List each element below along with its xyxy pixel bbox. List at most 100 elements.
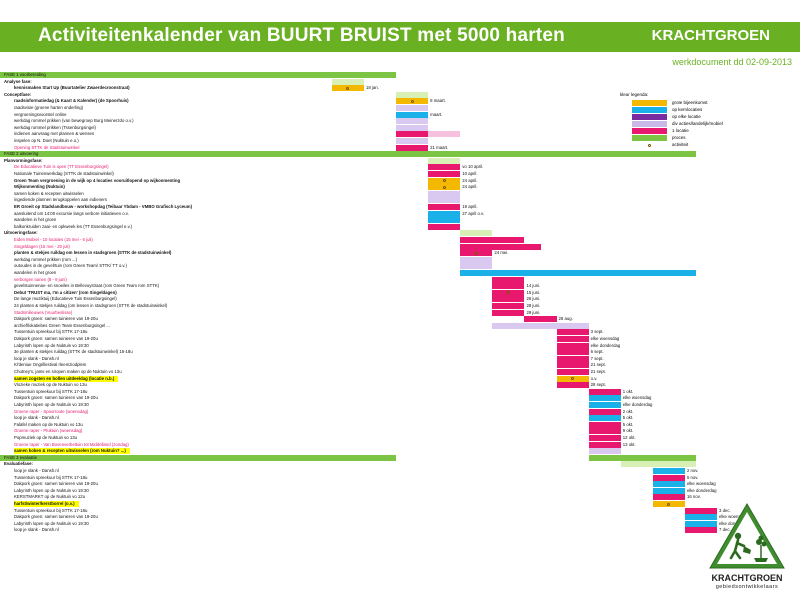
gantt-bar: [428, 197, 461, 204]
gantt-bar: [428, 184, 461, 191]
activity-date: 8 maart.: [430, 98, 446, 104]
gantt-bar: [588, 435, 621, 441]
activity-date: elke donderdag: [622, 402, 653, 407]
gantt-bar: [492, 303, 525, 309]
gantt-bar: [588, 402, 621, 408]
gantt-bar: [396, 98, 429, 105]
activity-date: 29 juni.: [526, 309, 541, 315]
activity-label: Groene raper - Spoorroute (woensdag): [14, 408, 89, 414]
activity-date: 2 okt.: [622, 408, 634, 414]
activity-label: outoudes in de gevelrtuin (rom Green Tea…: [14, 263, 127, 269]
activity-label: Labyrinth lopen op de Nuktuin vo 19:30: [14, 402, 89, 407]
section-label: Uitvoeringsfase:: [4, 230, 38, 236]
activity-date: 3 dec.: [719, 507, 731, 513]
gantt-bar: [684, 507, 718, 514]
gantt-bar: [492, 289, 525, 296]
activity-date: elke woensdag: [590, 336, 620, 341]
activity-label: Dakpork groen: samen tuinieren van 19-20…: [14, 336, 98, 341]
activity-date: 26 juni.: [526, 296, 541, 302]
activity-label: Vlozieke muziek op de Nuktuin vo 13u: [14, 382, 87, 388]
activity-date: 16 nov.: [686, 494, 701, 500]
legend-label: op elke locatie: [672, 114, 701, 119]
activity-label: Wijkonmenting (Nuktuin): [14, 184, 65, 190]
activity-date: 5 nov.: [686, 474, 699, 480]
gantt-bar: [396, 124, 429, 131]
gantt-bar: [556, 349, 589, 356]
gantt-bar: [428, 157, 461, 164]
activity-date: 19 april.: [462, 204, 478, 209]
activity-date: 18 jan.: [365, 85, 379, 91]
activity-label: Nationale Tuinenwerkdag (STTK de stadstu…: [14, 171, 114, 176]
gantt-bar: [460, 256, 493, 263]
legend-marker: [648, 143, 651, 147]
gantt-bar: [460, 263, 493, 270]
legend-label: grote bijeenkomst: [672, 100, 708, 105]
activity-date: elke donderdag: [719, 520, 749, 526]
legend-label: div acties/landelijk/mobiel: [672, 121, 723, 126]
gantt-bar: [492, 283, 525, 290]
activity-label: kennismaken Start Up (Buurtatelier Zwaer…: [14, 85, 130, 91]
legend-label: op kernlocaties: [672, 107, 703, 112]
activity-label: Labyrinth lopen op de Nuktuin vo 19:30: [14, 487, 89, 493]
legend-swatch: [632, 107, 667, 113]
gantt-bar: [396, 91, 429, 98]
gantt-bar: [588, 388, 621, 395]
gantt-bar: [652, 501, 685, 507]
gantt-bar: [588, 441, 621, 448]
activity-label: samen koken & recepten uitwisselen (rom …: [14, 448, 130, 455]
gantt-bar: [588, 421, 621, 428]
gantt-bar: [588, 415, 621, 422]
gantt-bar: [428, 217, 461, 224]
activity-label: Kl'deniue Ongrillestival rleemziodplein: [14, 362, 87, 368]
activity-marker: [474, 251, 478, 255]
activity-label: ER Groeit op Stadslandbouw - workshopdag…: [14, 204, 193, 209]
activity-label: Dakpork groen: samen tuinieren van 19-20…: [14, 316, 98, 322]
activity-label: Popmuziek op de Nuktuin vo 13u: [14, 435, 78, 440]
activity-date: 24 april.: [462, 177, 478, 183]
legend-swatch: [632, 128, 667, 134]
gantt-bar: [492, 309, 525, 316]
gantt-bar: [331, 85, 364, 92]
page-title: Activiteitenkalender van BUURT BRUIST me…: [38, 25, 565, 46]
activity-date: 14 juni.: [526, 283, 541, 289]
activity-label: raadsvisie (groene harten onderling): [14, 105, 84, 110]
activity-date: elke woensdag: [686, 481, 716, 487]
gantt-bar: [428, 204, 461, 210]
phase-label: FASE 2 uitvoering: [4, 151, 39, 157]
activity-date: 3 sept.: [590, 329, 604, 335]
activity-label: Opening STTK de Stadstuinwinkel: [14, 144, 80, 150]
activity-marker: [667, 502, 671, 506]
activity-label: balkonkruiden zaai- en opkweek les (TT E…: [14, 223, 133, 229]
activity-label: werkdag rommel prikken (van bewegroep Bu…: [14, 118, 134, 124]
activity-date: 5 okt.: [622, 415, 634, 421]
gantt-bar: [428, 164, 461, 171]
gantt-bar: [652, 468, 685, 474]
activity-date: 24 april.: [462, 184, 478, 190]
gantt-bar: [460, 243, 541, 250]
gantt-bar: [428, 131, 461, 138]
gantt-bar: [0, 151, 696, 158]
activity-date: 6 sept.: [590, 349, 604, 355]
activity-label: 3e planten & stekjes ruildag (STTK de st…: [14, 349, 133, 355]
gantt-bar: [652, 481, 685, 488]
activity-date: 7 sept.: [590, 355, 604, 361]
activity-label: Labyrinth lopen op de Nuktuin vo 19:30: [14, 520, 89, 526]
activity-marker: [410, 99, 414, 103]
activity-label: wandelen in het groen: [14, 217, 57, 223]
activity-date: 2 nov.: [686, 468, 699, 473]
gantt-bar: [556, 355, 589, 362]
gantt-bar: [556, 329, 589, 336]
gantt-bar: [460, 250, 493, 257]
gantt-bar: [428, 210, 461, 217]
activity-marker: [346, 86, 350, 90]
gantt-bar: [331, 78, 364, 85]
legend-label: 1 locatie: [672, 128, 689, 133]
gantt-bar: [492, 296, 525, 303]
gantt-bar: [428, 171, 461, 177]
section-label: Planvormingsfase:: [4, 157, 43, 163]
gantt-bar: [492, 322, 589, 329]
gantt-bar: [460, 230, 493, 237]
logo-name: KRACHTGROEN: [711, 573, 783, 583]
gantt-bar: [428, 190, 461, 197]
